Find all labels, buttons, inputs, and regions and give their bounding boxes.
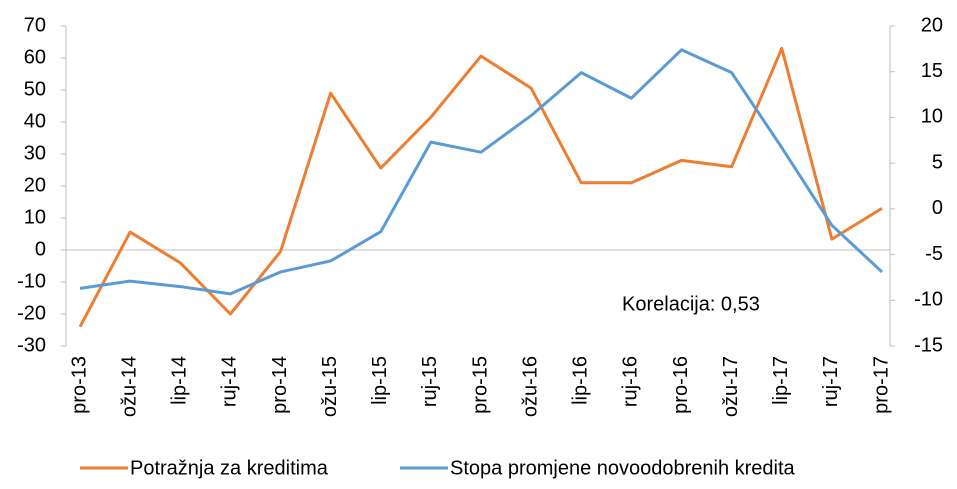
y-tick-label: 60 [24, 46, 46, 68]
x-tick-label: pro-16 [670, 356, 692, 414]
y-tick-label: -30 [17, 334, 46, 356]
y-tick-label: 10 [24, 206, 46, 228]
y-tick-label: 40 [24, 110, 46, 132]
x-tick-label: ruj-15 [419, 356, 441, 407]
x-tick-label: lip-17 [770, 356, 792, 405]
y-tick-label: 50 [24, 78, 46, 100]
x-tick-label: ruj-17 [820, 356, 842, 407]
x-tick-label: lip-14 [169, 356, 191, 405]
y-tick-label: -20 [17, 302, 46, 324]
y2-tick-label: 10 [921, 106, 943, 128]
x-tick-label: ruj-14 [219, 356, 241, 407]
legend-label: Potražnja za kreditima [130, 457, 329, 479]
x-tick-label: pro-17 [870, 356, 892, 414]
y2-tick-label: -5 [925, 243, 943, 265]
x-tick-label: ožu-16 [519, 356, 541, 417]
y2-tick-label: 5 [932, 151, 943, 173]
y2-tick-label: -15 [914, 334, 943, 356]
y-tick-label: 30 [24, 142, 46, 164]
y2-tick-label: 0 [932, 197, 943, 219]
x-tick-label: ožu-14 [118, 356, 140, 417]
y-tick-label: 0 [35, 238, 46, 260]
x-tick-label: pro-14 [269, 356, 291, 414]
x-tick-label: pro-15 [469, 356, 491, 414]
y2-tick-label: 20 [921, 14, 943, 36]
y2-tick-label: -10 [914, 289, 943, 311]
y-tick-label: 20 [24, 174, 46, 196]
x-tick-label: lip-16 [570, 356, 592, 405]
x-tick-label: ožu-15 [319, 356, 341, 417]
x-tick-label: pro-13 [68, 356, 90, 414]
annotation: Korelacija: 0,53 [622, 293, 760, 315]
y-tick-label: 70 [24, 14, 46, 36]
x-tick-label: lip-15 [369, 356, 391, 405]
legend-label: Stopa promjene novoodobrenih kredita [450, 457, 796, 479]
series-line [79, 48, 884, 296]
y-tick-label: -10 [17, 270, 46, 292]
y2-tick-label: 15 [921, 60, 943, 82]
x-tick-label: ruj-16 [620, 356, 642, 407]
x-tick-label: ožu-17 [720, 356, 742, 417]
series-line [78, 46, 883, 328]
